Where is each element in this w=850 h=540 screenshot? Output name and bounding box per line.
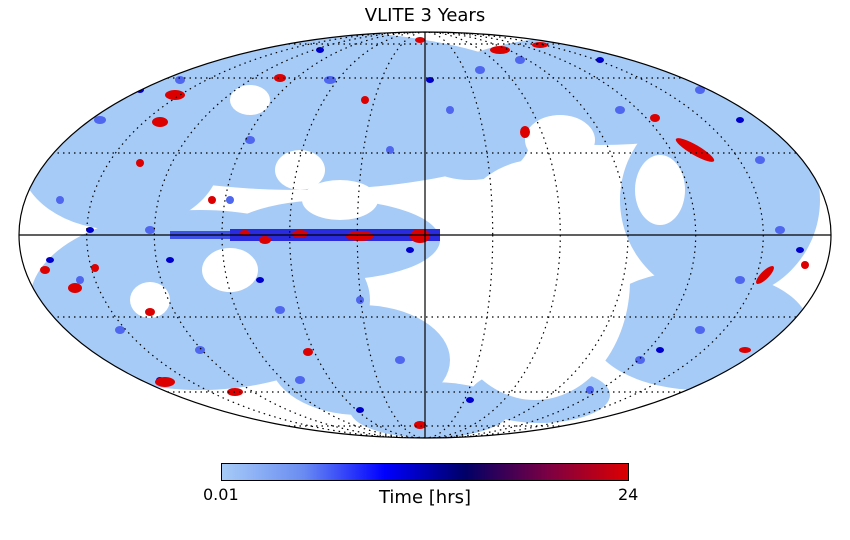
colorbar-max-label: 24 (618, 485, 639, 504)
medium-exposure-sources (56, 56, 785, 394)
uncovered-regions (130, 85, 685, 400)
deep-exposure-sources (40, 37, 809, 429)
map-axes (19, 32, 831, 438)
map-boundary (18, 31, 832, 439)
colorbar (221, 463, 629, 481)
colorbar-label: Time [hrs] (378, 487, 471, 508)
colorbar-min-label: 0.01 (203, 485, 239, 504)
map-title: VLITE 3 Years (364, 5, 486, 26)
